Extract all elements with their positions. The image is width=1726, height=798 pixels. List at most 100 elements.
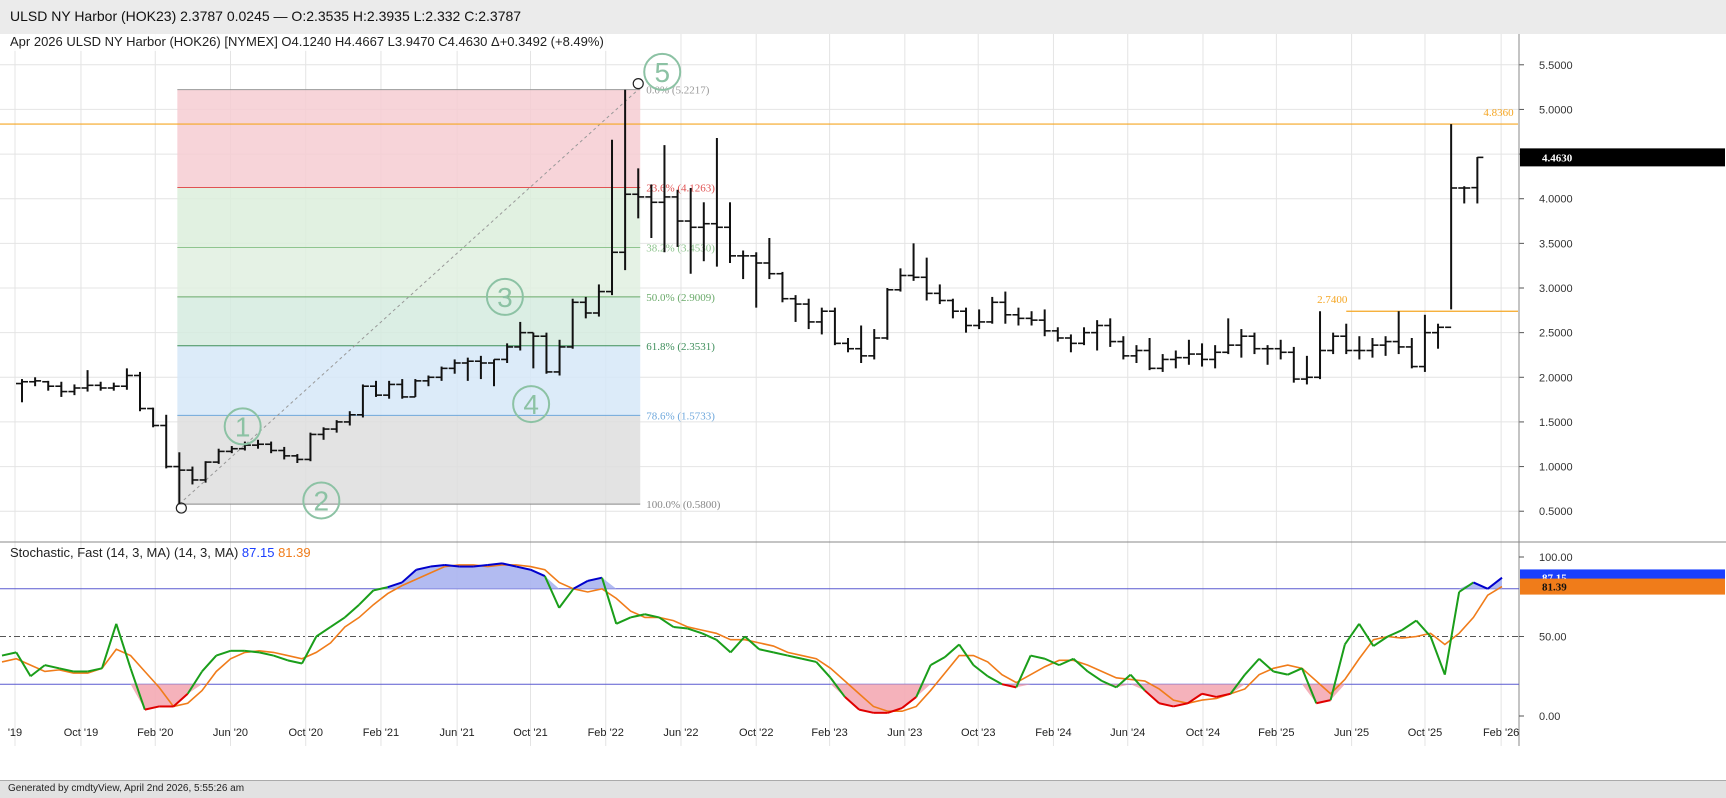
fib-level-label: 78.6% (1.5733) [646, 410, 715, 422]
ohlc-bar [370, 380, 383, 397]
chart-area[interactable]: 0.5000 1.0000 1.5000 2.0000 2.5000 3.0000 3.50… [0, 34, 1726, 780]
ohlc-bar [1445, 124, 1458, 329]
ohlc-bar [55, 381, 68, 397]
stochastic-k-segment [1101, 680, 1117, 689]
stochastic-k-segment [1015, 655, 1032, 688]
elliott-wave-circle [485, 277, 524, 316]
ohlc-bar [16, 379, 28, 403]
ohlc-bar [448, 359, 461, 374]
fib-zone [177, 296, 641, 346]
stochastic-k-segment [1487, 576, 1503, 590]
stochastic-k-segment [572, 579, 589, 590]
ohlc-bar [1392, 311, 1405, 355]
ohlc-bar [1038, 309, 1051, 337]
ohlc-bar [81, 370, 94, 392]
x-tick-label: Oct '21 [513, 727, 548, 739]
stochastic-k-segment [258, 651, 274, 657]
stochastic-k-segment [1473, 581, 1489, 590]
ohlc-bar [855, 325, 868, 363]
stochastic-k-segment [373, 586, 388, 592]
ohlc-bar [1117, 336, 1130, 360]
stochastic-k-segment [344, 603, 360, 619]
stochastic-k-segment [658, 616, 674, 628]
ohlc-bar [1143, 338, 1156, 371]
x-tick-label: Feb '21 [363, 727, 399, 739]
ohlc-bar [1209, 345, 1222, 369]
stochastic-k-segment [844, 696, 860, 711]
x-tick-label: Feb '24 [1035, 727, 1071, 739]
ohlc-bar [317, 427, 330, 440]
stochastic-tick-label: 0.00 [1539, 711, 1560, 723]
fib-zone [177, 345, 641, 416]
ohlc-bar [946, 298, 959, 319]
ohlc-bar [1366, 338, 1379, 358]
ohlc-bar [173, 452, 186, 505]
ohlc-bar [1405, 338, 1418, 369]
stochastic-k-segment [15, 651, 32, 677]
ohlc-bar [1091, 320, 1104, 351]
price-tick-label: 2.5000 [1539, 328, 1573, 340]
ohlc-bar [396, 379, 409, 399]
stochastic-k-segment [1429, 636, 1446, 676]
price-tick-label: 2.0000 [1539, 372, 1573, 384]
ohlc-bar [199, 461, 212, 483]
stochastic-k-segment [416, 565, 431, 571]
stochastic-k-segment [915, 664, 932, 698]
ohlc-bar [1235, 329, 1248, 358]
x-tick-label: Oct '22 [739, 727, 774, 739]
ohlc-bar [409, 379, 422, 398]
ohlc-bar [645, 184, 658, 238]
stochastic-k-segment [758, 648, 774, 654]
stochastic-k-segment [1158, 702, 1174, 708]
price-axis-background [1519, 34, 1726, 780]
stochastic-k-segment [1344, 623, 1360, 646]
stochastic-tick-label: 100.00 [1539, 552, 1573, 564]
stochastic-k-segment [1244, 658, 1260, 676]
stochastic-k-segment [1401, 619, 1417, 631]
ohlc-bar [960, 307, 973, 333]
ohlc-bar [356, 384, 369, 418]
stochastic-k-segment [1072, 658, 1089, 673]
window-title-bar: ULSD NY Harbor (HOK23) 2.3787 0.0245 — O… [0, 0, 1726, 35]
stochastic-k-segment [972, 664, 989, 678]
stochastic-k-segment [744, 635, 760, 650]
ohlc-bar [252, 439, 265, 449]
stochastic-k-segment [1129, 673, 1146, 692]
ohlc-bar [1432, 323, 1445, 349]
x-tick-label: Oct '19 [64, 727, 99, 739]
stochastic-k-segment [330, 616, 346, 628]
ohlc-bar [868, 329, 881, 360]
stochastic-k-segment [501, 562, 517, 568]
x-tick-label: Oct '20 [288, 727, 323, 739]
footer-bar: Generated by cmdtyView, April 2nd 2026, … [0, 780, 1726, 798]
ohlc-bar [1379, 336, 1392, 356]
stochastic-k-segment [1187, 692, 1203, 705]
stochastic-k-segment [401, 568, 417, 584]
x-tick-label: Feb '26 [1483, 727, 1519, 739]
stochastic-k-segment [1001, 683, 1017, 689]
stochastic-k-segment [930, 656, 946, 666]
stochastic-k-segment [687, 627, 703, 635]
d-value-label: 81.39 [1542, 582, 1567, 594]
ohlc-bar [1196, 343, 1209, 367]
stochastic-k-segment [444, 563, 460, 568]
ohlc-bar [278, 446, 291, 460]
stochastic-k-segment [673, 625, 688, 630]
stochastic-k-segment [516, 565, 531, 571]
stochastic-k-segment [715, 638, 732, 654]
ohlc-bar [265, 441, 278, 454]
ohlc-bar [1025, 311, 1038, 326]
stochastic-k-segment [1372, 635, 1389, 647]
stochastic-k-segment [1044, 657, 1060, 667]
stochastic-k-segment [129, 667, 146, 710]
stochastic-k-segment [987, 675, 1003, 686]
stochastic-k-segment [201, 654, 218, 673]
legend-bg [6, 34, 646, 51]
stochastic-k-segment [1, 651, 17, 657]
ohlc-bar [933, 284, 946, 305]
ohlc-bar [1340, 323, 1353, 355]
stochastic-k-segment [1316, 699, 1331, 705]
stochastic-k-segment [215, 649, 231, 657]
ohlc-bar [592, 284, 605, 317]
elliott-wave-label: 4 [523, 389, 539, 420]
